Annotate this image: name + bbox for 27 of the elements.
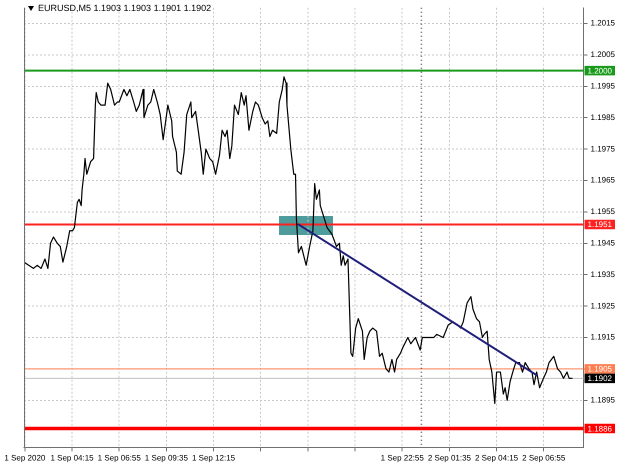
y-tick-label: 1.2005	[590, 50, 616, 60]
x-tick-label: 1 Sep 04:15	[50, 453, 94, 462]
ref-line-label: 1.1902	[588, 374, 613, 384]
x-tick-label: 1 Sep 09:35	[144, 453, 189, 462]
ref-line-label: 1.2000	[588, 66, 613, 76]
x-tick-label: 2 Sep 06:55	[522, 453, 566, 462]
y-tick-label: 1.1975	[590, 144, 616, 154]
y-tick-label: 1.1915	[590, 332, 616, 342]
y-tick-label: 1.1935	[590, 270, 616, 279]
x-tick-label: 2 Sep 01:35	[428, 453, 472, 462]
x-tick-label: 1 Sep 2020	[4, 453, 46, 462]
ref-line-label: 1.1886	[588, 424, 613, 434]
y-tick-label: 1.1985	[590, 112, 616, 122]
y-tick-label: 1.1965	[590, 176, 616, 185]
x-tick-label: 1 Sep 22:55	[380, 453, 424, 462]
y-tick-label: 1.1895	[590, 396, 616, 405]
x-tick-label: 2 Sep 04:15	[474, 453, 519, 462]
x-tick-label: 1 Sep 06:55	[98, 453, 142, 462]
ref-line-label: 1.1905	[588, 364, 613, 374]
y-tick-label: 1.1955	[590, 207, 616, 216]
chart-title: EURUSD,M5 1.1903 1.1903 1.1901 1.1902	[38, 3, 212, 13]
y-tick-label: 1.1945	[590, 238, 616, 248]
y-tick-label: 1.2015	[590, 18, 616, 28]
ref-line-label: 1.1951	[588, 220, 613, 230]
x-tick-label: 1 Sep 12:15	[192, 453, 236, 462]
y-tick-label: 1.1925	[590, 301, 616, 310]
y-tick-label: 1.1995	[590, 82, 616, 91]
